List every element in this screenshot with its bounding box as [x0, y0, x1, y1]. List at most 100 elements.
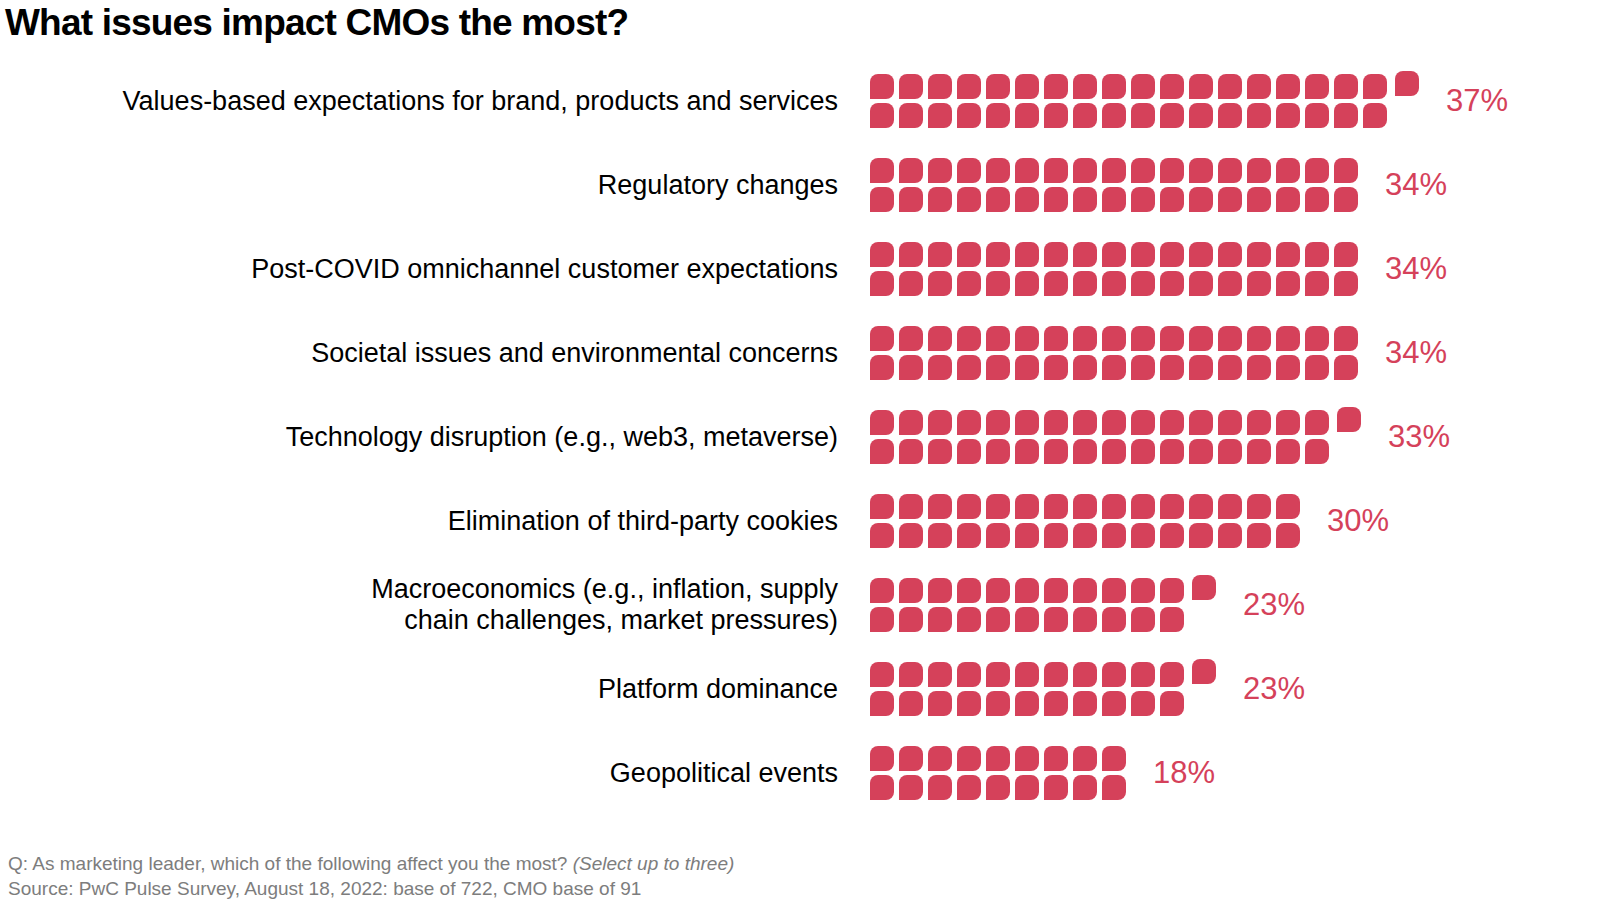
chart-row: Macroeconomics (e.g., inflation, supply …	[0, 578, 1601, 632]
pictogram-unit-icon	[1015, 607, 1039, 632]
pictogram-unit-icon	[928, 74, 952, 99]
pictogram-unit-icon	[1102, 187, 1126, 212]
pictogram-unit-icon	[1247, 439, 1271, 464]
pictogram-top-row	[870, 578, 1216, 603]
pictogram-unit-icon	[1102, 103, 1126, 128]
pictogram-unit-icon	[1247, 187, 1271, 212]
pictogram-unit-icon	[1015, 242, 1039, 267]
chart-row: Technology disruption (e.g., web3, metav…	[0, 410, 1601, 464]
pictogram-unit-icon	[870, 607, 894, 632]
pictogram-unit-icon	[1305, 410, 1329, 435]
pictogram-unit-icon	[1189, 439, 1213, 464]
pictogram-unit-icon	[1015, 355, 1039, 380]
pictogram-unit-icon	[1160, 523, 1184, 548]
pictogram-unit-icon	[1073, 662, 1097, 687]
category-label: Technology disruption (e.g., web3, metav…	[0, 422, 838, 453]
value-label: 23%	[1243, 587, 1305, 623]
pictogram-unit-icon	[899, 242, 923, 267]
pictogram-unit-icon	[1015, 103, 1039, 128]
pictogram-blocks	[870, 494, 1300, 548]
pictogram-unit-icon	[1044, 746, 1068, 771]
pictogram-unit-icon	[1015, 271, 1039, 296]
pictogram-unit-icon	[1218, 410, 1242, 435]
pictogram-unit-icon	[1131, 410, 1155, 435]
value-label: 34%	[1385, 167, 1447, 203]
pictogram-unit-icon	[1160, 439, 1184, 464]
pictogram-blocks	[870, 746, 1126, 800]
pictogram-unit-icon	[899, 103, 923, 128]
pictogram-unit-icon	[957, 775, 981, 800]
pictogram-unit-icon	[1247, 158, 1271, 183]
pictogram-unit-icon	[1015, 439, 1039, 464]
pictogram-unit-icon	[899, 746, 923, 771]
pictogram-unit-icon	[986, 103, 1010, 128]
pictogram-unit-icon	[1015, 326, 1039, 351]
pictogram-unit-icon	[1044, 439, 1068, 464]
pictogram-unit-icon	[1044, 410, 1068, 435]
value-label: 34%	[1385, 251, 1447, 287]
category-label: Values-based expectations for brand, pro…	[0, 86, 838, 117]
pictogram-unit-icon	[928, 523, 952, 548]
pictogram-unit-icon	[870, 187, 894, 212]
pictogram-unit-icon	[1305, 187, 1329, 212]
pictogram-unit-icon	[986, 158, 1010, 183]
pictogram-unit-icon	[1044, 607, 1068, 632]
pictogram-unit-icon	[1131, 578, 1155, 603]
pictogram-unit-icon	[986, 746, 1010, 771]
category-label: Societal issues and environmental concer…	[0, 338, 838, 369]
pictogram-unit-icon	[899, 158, 923, 183]
pictogram-unit-icon	[1218, 271, 1242, 296]
pictogram-unit-icon	[899, 355, 923, 380]
pictogram-unit-icon	[1102, 410, 1126, 435]
pictogram-unit-icon	[1218, 242, 1242, 267]
pictogram-unit-icon	[1247, 271, 1271, 296]
pictogram-unit-icon	[870, 578, 894, 603]
pictogram-unit-icon	[957, 662, 981, 687]
pictogram-unit-icon	[1276, 494, 1300, 519]
pictogram-unit-icon	[899, 187, 923, 212]
pictogram-unit-icon	[1044, 242, 1068, 267]
pictogram-unit-icon	[1160, 187, 1184, 212]
chart-row: Regulatory changes 34%	[0, 158, 1601, 212]
pictogram-unit-icon	[986, 662, 1010, 687]
pictogram-unit-icon	[870, 494, 894, 519]
pictogram-unit-icon	[1073, 523, 1097, 548]
pictogram-bottom-row	[870, 691, 1216, 716]
pictogram-unit-icon	[899, 271, 923, 296]
category-label: Elimination of third-party cookies	[0, 506, 838, 537]
pictogram-unit-icon	[1218, 187, 1242, 212]
pictogram-unit-icon	[1160, 691, 1184, 716]
pictogram-unit-icon	[957, 242, 981, 267]
pictogram-unit-icon	[1131, 355, 1155, 380]
pictogram-unit-icon	[928, 158, 952, 183]
pictogram-unit-icon	[1044, 523, 1068, 548]
pictogram-unit-icon	[1189, 242, 1213, 267]
pictogram-unit-icon	[1131, 326, 1155, 351]
pictogram-chart: Values-based expectations for brand, pro…	[0, 74, 1601, 830]
pictogram-unit-icon	[957, 746, 981, 771]
pictogram-unit-icon	[1334, 242, 1358, 267]
pictogram-unit-icon	[986, 691, 1010, 716]
pictogram-unit-icon	[1276, 242, 1300, 267]
category-label: Macroeconomics (e.g., inflation, supply …	[0, 574, 838, 636]
pictogram-unit-icon	[957, 523, 981, 548]
pictogram-unit-icon	[1073, 746, 1097, 771]
pictogram-top-row	[870, 242, 1358, 267]
pictogram-unit-icon	[1334, 103, 1358, 128]
pictogram-unit-icon	[1073, 607, 1097, 632]
pictogram-unit-icon	[986, 439, 1010, 464]
pictogram-unit-icon	[870, 439, 894, 464]
pictogram-unit-icon	[1102, 326, 1126, 351]
pictogram-unit-icon	[1276, 410, 1300, 435]
pictogram-unit-icon	[1073, 494, 1097, 519]
pictogram-unit-icon	[1073, 775, 1097, 800]
pictogram-unit-icon	[899, 607, 923, 632]
pictogram-bottom-row	[870, 439, 1361, 464]
category-label: Regulatory changes	[0, 170, 838, 201]
pictogram-unit-icon	[1247, 103, 1271, 128]
question-note: Q: As marketing leader, which of the fol…	[8, 851, 734, 876]
pictogram-unit-icon	[899, 662, 923, 687]
chart-row: Societal issues and environmental concer…	[0, 326, 1601, 380]
pictogram-unit-icon	[986, 271, 1010, 296]
pictogram-unit-icon	[1015, 662, 1039, 687]
